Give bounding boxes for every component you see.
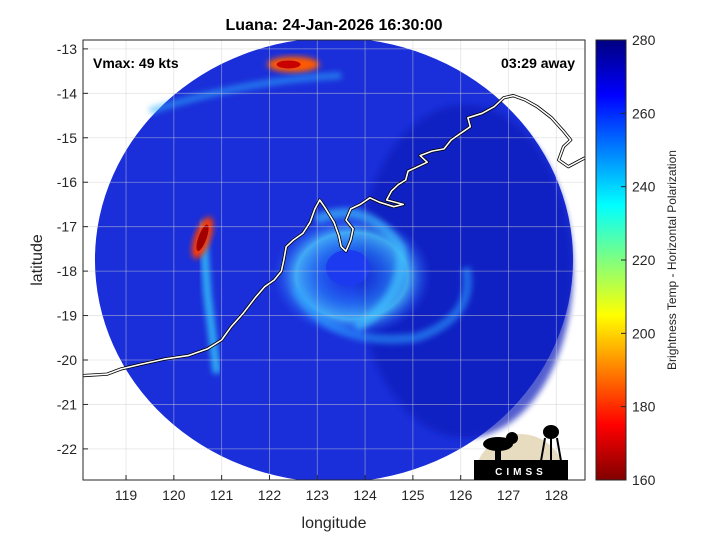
- x-tick-label: 119: [115, 487, 138, 503]
- colorbar-tick-label: 260: [632, 105, 656, 121]
- colorbar-tick-label: 200: [632, 325, 656, 341]
- convection-core-north: [276, 60, 301, 69]
- colorbar-label: Brightness Temp - Horizontal Polarizatio…: [665, 150, 679, 370]
- chart-title: Luana: 24-Jan-2026 16:30:00: [226, 17, 443, 34]
- colorbar-tick-label: 220: [632, 252, 656, 268]
- coastline-line: [83, 94, 585, 377]
- vmax-annotation: Vmax: 49 kts: [93, 55, 179, 71]
- x-tick-label: 121: [210, 487, 234, 503]
- plot-frame: [82, 39, 586, 481]
- x-axis-ticks: 119 120 121 122 123 124 125 126 127 128: [115, 475, 568, 503]
- cimss-logo: CIMSS: [474, 425, 568, 480]
- northern-rainband: [148, 72, 342, 115]
- rainband-outer: [291, 266, 472, 344]
- y-tick-label: -18: [57, 263, 77, 279]
- svg-text:CIMSS: CIMSS: [495, 467, 547, 478]
- y-tick-label: -22: [57, 441, 77, 457]
- y-tick-label: -15: [57, 130, 77, 146]
- x-tick-label: 120: [162, 487, 186, 503]
- coastline: [83, 94, 585, 378]
- y-axis-label: latitude: [29, 234, 46, 286]
- x-tick-label: 125: [401, 487, 425, 503]
- colorbar-tick-label: 160: [632, 472, 656, 488]
- y-tick-label: -14: [57, 85, 77, 101]
- satellite-swath: [95, 40, 574, 480]
- rainband-inner: [313, 208, 407, 333]
- x-axis-label: longitude: [302, 515, 367, 532]
- y-tick-label: -20: [57, 352, 77, 368]
- storm-eye: [325, 249, 370, 286]
- y-tick-label: -19: [57, 308, 77, 324]
- y-axis-ticks: -13 -14 -15 -16 -17 -18 -19 -20 -21 -22: [57, 41, 88, 457]
- y-tick-label: -16: [57, 174, 77, 190]
- x-tick-label: 124: [353, 487, 377, 503]
- x-tick-label: 126: [449, 487, 473, 503]
- colorbar-tick-label: 180: [632, 399, 656, 415]
- time-away-annotation: 03:29 away: [501, 55, 575, 71]
- y-tick-label: -21: [57, 396, 77, 412]
- colorbar-tick-label: 240: [632, 179, 656, 195]
- colorbar-tick-label: 280: [632, 32, 656, 48]
- x-tick-label: 128: [545, 487, 569, 503]
- y-tick-label: -17: [57, 219, 77, 235]
- x-tick-label: 127: [497, 487, 521, 503]
- x-tick-label: 123: [306, 487, 330, 503]
- x-tick-label: 122: [258, 487, 282, 503]
- y-tick-label: -13: [57, 41, 77, 57]
- colorbar-ticks: 160 180 200 220 240 260 280: [621, 32, 656, 488]
- convection-core-west: [196, 224, 209, 252]
